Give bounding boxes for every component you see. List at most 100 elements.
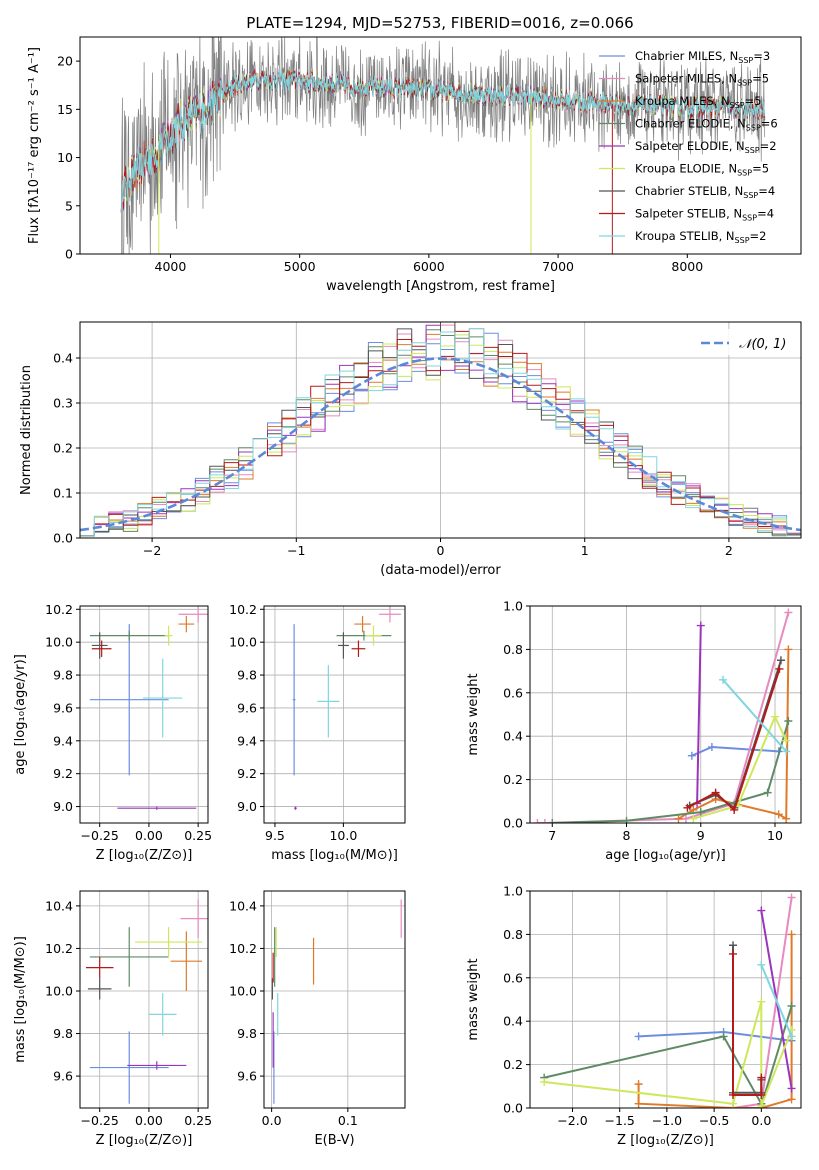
y-tick-label: 0.2 — [503, 772, 523, 787]
x-tick-label: −0.5 — [699, 1113, 729, 1128]
legend-subscript: SSP — [743, 191, 758, 200]
y-tick-label: 9.6 — [53, 1069, 73, 1084]
mass_vs_Z-x-axis-label: Z [log₁₀(Z/Z⊙)] — [96, 1133, 193, 1148]
legend-label-chabrier-elodie: Chabrier ELODIE, NSSP=6 — [635, 117, 778, 133]
weight-marker-kroupa-elodie — [771, 712, 780, 721]
x-tick-label: 0 — [437, 543, 445, 558]
weight-marker-kroupa-miles — [784, 645, 793, 654]
weight-marker-kroupa-stelib — [757, 960, 766, 969]
x-tick-label: 0.0 — [751, 1113, 771, 1128]
weight-marker-chabrier-elodie — [787, 1002, 796, 1011]
x-tick-label: −1.0 — [652, 1113, 682, 1128]
weight-marker-kroupa-miles — [782, 814, 791, 823]
residuals-legend: 𝒩(0, 1) — [687, 329, 793, 355]
weight-marker-salpeter-elodie — [757, 906, 766, 915]
y-tick-label: 20 — [57, 54, 73, 69]
x-tick-label: 7 — [548, 828, 556, 843]
weight-marker-salpeter-miles — [784, 608, 793, 617]
weight-marker-salpeter-stelib — [757, 1090, 766, 1099]
y-tick-label: 9.2 — [53, 766, 73, 781]
weight-marker-chabrier-miles — [707, 743, 716, 752]
mass_vs_EBV-frame — [263, 890, 406, 1109]
age_vs_Z-axes: −0.25 0.00 0.25 9.0 9.2 9.4 9.6 9.8 10.0 10.2 — [45, 602, 212, 843]
spectrum-title: PLATE=1294, MJD=52753, FIBERID=0016, z=0… — [246, 14, 633, 32]
weight-marker-salpeter-stelib — [711, 788, 720, 797]
weight_vs_Z-x-axis-label: Z [log₁₀(Z/Z⊙)] — [617, 1133, 714, 1148]
weight_vs_age-plot — [533, 608, 793, 823]
weight-marker-salpeter-stelib — [729, 949, 738, 958]
weight-marker-kroupa-stelib — [787, 1032, 796, 1041]
y-tick-label: 10.2 — [45, 941, 73, 956]
y-tick-label: 5 — [65, 198, 73, 213]
weight-marker-salpeter-stelib — [729, 1090, 738, 1099]
y-tick-label: 10.2 — [229, 941, 257, 956]
weight-marker-kroupa-elodie — [757, 1101, 766, 1108]
legend-subscript: SSP — [737, 79, 752, 88]
age_vs_Z-frame — [79, 605, 209, 824]
y-tick-label: 1.0 — [503, 599, 523, 614]
y-tick-label: 0.3 — [53, 396, 73, 411]
y-tick-label: 0.6 — [503, 685, 523, 700]
legend-count: =5 — [752, 72, 769, 86]
x-tick-label: 6000 — [413, 259, 445, 274]
weight-line-chabrier-miles — [638, 1030, 792, 1042]
mass_vs_EBV-plot — [271, 899, 402, 1104]
weight-marker-chabrier-elodie — [696, 808, 705, 817]
y-tick-label: 9.8 — [53, 1026, 73, 1041]
weight_vs_Z-y-axis-label: mass weight — [466, 958, 481, 1040]
mass_vs_EBV-x-axis-label: E(B-V) — [314, 1133, 354, 1148]
legend-label-kroupa-elodie: Kroupa ELODIE, NSSP=5 — [635, 162, 769, 178]
mass_vs_EBV-axes: 0.0 0.1 9.6 9.8 10.0 10.2 10.4 — [229, 891, 405, 1128]
x-tick-label: −1 — [287, 543, 305, 558]
y-tick-label: 10.0 — [229, 635, 257, 650]
residuals-y-axis-label: Normed distribution — [19, 365, 34, 495]
normal-curve-line — [80, 357, 801, 532]
x-tick-label: 10 — [767, 828, 783, 843]
x-tick-label: −2 — [143, 543, 161, 558]
y-tick-label: 9.8 — [237, 668, 257, 683]
x-tick-label: 0.0 — [262, 1113, 282, 1128]
y-tick-label: 0.4 — [503, 1014, 523, 1029]
residuals-axes: −2 −1 0 1 2 0.0 0.1 0.2 0.3 0.4 — [53, 322, 801, 558]
y-tick-label: 0.8 — [503, 927, 523, 942]
weight-marker-kroupa-miles — [634, 1080, 643, 1089]
spectrum-legend: Chabrier MILES, NSSP=3 Salpeter MILES, NS… — [599, 49, 778, 245]
legend-count: =2 — [750, 229, 767, 243]
legend-label-salpeter-stelib: Salpeter STELIB, NSSP=4 — [635, 207, 774, 223]
y-tick-label: 9.4 — [237, 733, 257, 748]
age_vs_Z-plot — [89, 606, 208, 810]
y-tick-label: 0.0 — [53, 531, 73, 546]
weight-line-salpeter-stelib — [686, 668, 781, 812]
model-spectrum-kroupa-stelib — [120, 69, 766, 213]
weight-marker-kroupa-stelib — [782, 747, 791, 756]
y-tick-label: 0.2 — [503, 1057, 523, 1072]
y-tick-label: 9.0 — [237, 799, 257, 814]
weight-marker-salpeter-elodie — [787, 1084, 796, 1093]
x-tick-label: 5000 — [284, 259, 316, 274]
weight-marker-salpeter-miles — [533, 819, 542, 823]
weight-marker-kroupa-miles — [787, 1095, 796, 1104]
weight-line-salpeter-elodie — [696, 625, 702, 804]
weight-marker-chabrier-stelib — [776, 656, 785, 665]
weight-line-salpeter-stelib — [732, 953, 763, 1096]
y-tick-label: 9.0 — [53, 799, 73, 814]
legend-count: =4 — [757, 207, 774, 221]
spectrum-plot — [120, 37, 766, 254]
legend-count: =5 — [752, 162, 769, 176]
weight_vs_Z-axes: −2.0 −1.5 −1.0 −0.5 0.0 0.0 0.2 0.4 0.6 0.8 1.0 — [503, 884, 801, 1128]
y-tick-label: 15 — [57, 102, 73, 117]
legend-label: 𝒩(0, 1) — [739, 337, 786, 352]
weight-marker-kroupa-miles — [774, 810, 783, 819]
weight-marker-chabrier-miles — [634, 1032, 643, 1041]
x-tick-label: 4000 — [155, 259, 187, 274]
weight-marker-salpeter-miles — [681, 814, 690, 823]
residuals-plot — [80, 322, 801, 537]
weight-line-kroupa-stelib — [722, 679, 787, 753]
weight-line-kroupa-elodie — [693, 714, 788, 820]
weight-marker-kroupa-miles — [787, 930, 796, 939]
mass_vs_Z-y-axis-label: mass [log₁₀(M/M⊙)] — [13, 936, 28, 1063]
legend-subscript: SSP — [742, 214, 757, 223]
weight-marker-chabrier-miles — [687, 751, 696, 760]
x-tick-label: 7000 — [542, 259, 574, 274]
y-tick-label: 9.6 — [237, 700, 257, 715]
